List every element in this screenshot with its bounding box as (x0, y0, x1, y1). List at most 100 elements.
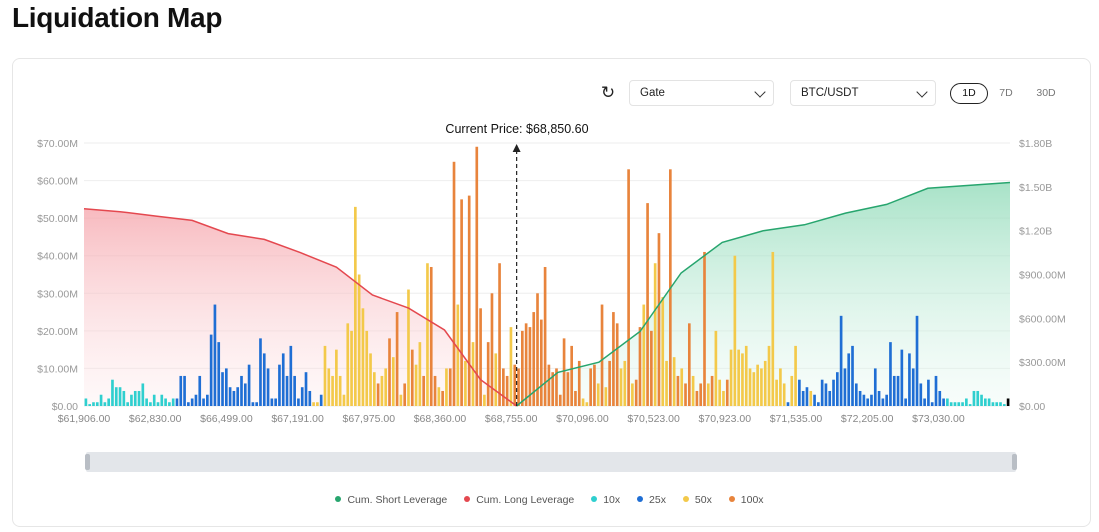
liquidation-bar-25x[interactable] (266, 368, 270, 406)
liquidation-bar-10x[interactable] (122, 390, 126, 406)
liquidation-bar-100x[interactable] (615, 323, 619, 406)
liquidation-bar-50x[interactable] (445, 368, 448, 406)
liquidation-bar-50x[interactable] (414, 364, 418, 406)
liquidation-bar-25x[interactable] (817, 402, 820, 406)
liquidation-bar-25x[interactable] (896, 375, 900, 406)
liquidation-bar-25x[interactable] (854, 383, 858, 406)
liquidation-bar-25x[interactable] (251, 402, 255, 406)
liquidation-bar-25x[interactable] (911, 368, 915, 406)
slider-handle-right[interactable] (1012, 454, 1017, 470)
liquidation-bar-undefined[interactable] (1006, 398, 1010, 406)
liquidation-bar-50x[interactable] (464, 360, 467, 406)
liquidation-bar-50x[interactable] (775, 379, 778, 406)
liquidation-bar-25x[interactable] (278, 364, 281, 406)
liquidation-bar-10x[interactable] (984, 398, 987, 406)
liquidation-bar-50x[interactable] (596, 383, 600, 406)
liquidation-bar-100x[interactable] (577, 360, 581, 406)
liquidation-bar-100x[interactable] (570, 345, 573, 406)
liquidation-bar-10x[interactable] (949, 402, 953, 406)
liquidation-bar-50x[interactable] (426, 263, 429, 406)
liquidation-bar-50x[interactable] (672, 357, 676, 406)
liquidation-bar-25x[interactable] (304, 372, 308, 406)
liquidation-bar-100x[interactable] (593, 364, 596, 406)
liquidation-bar-50x[interactable] (437, 387, 441, 406)
liquidation-bar-50x[interactable] (737, 349, 740, 406)
liquidation-bar-100x[interactable] (612, 312, 615, 406)
liquidation-bar-25x[interactable] (209, 334, 213, 406)
liquidation-bar-10x[interactable] (107, 398, 110, 406)
liquidation-bar-100x[interactable] (490, 293, 494, 406)
liquidation-bar-50x[interactable] (706, 383, 710, 406)
liquidation-bar-50x[interactable] (323, 345, 327, 406)
liquidation-bar-50x[interactable] (316, 402, 319, 406)
liquidation-bar-50x[interactable] (471, 342, 475, 406)
liquidation-bar-50x[interactable] (741, 353, 744, 406)
liquidation-bar-100x[interactable] (502, 368, 505, 406)
liquidation-bar-10x[interactable] (114, 387, 118, 406)
liquidation-bar-25x[interactable] (942, 398, 945, 406)
liquidation-bar-50x[interactable] (365, 330, 369, 406)
liquidation-bar-50x[interactable] (335, 349, 338, 406)
liquidation-bar-25x[interactable] (206, 394, 209, 406)
liquidation-bar-50x[interactable] (733, 255, 737, 406)
liquidation-bar-10x[interactable] (999, 402, 1002, 406)
liquidation-bar-25x[interactable] (281, 353, 285, 406)
legend-10x[interactable]: 10x (591, 494, 620, 506)
liquidation-bar-100x[interactable] (460, 199, 463, 406)
liquidation-bar-25x[interactable] (247, 364, 251, 406)
liquidation-bar-25x[interactable] (873, 368, 877, 406)
liquidation-bar-10x[interactable] (972, 390, 976, 406)
liquidation-bar-50x[interactable] (691, 375, 695, 406)
liquidation-bar-10x[interactable] (164, 398, 167, 406)
liquidation-bar-25x[interactable] (213, 304, 217, 406)
legend-50x[interactable]: 50x (682, 494, 712, 506)
liquidation-bar-50x[interactable] (790, 375, 794, 406)
range-7d-button[interactable]: 7D (999, 87, 1013, 99)
liquidation-bar-25x[interactable] (224, 368, 228, 406)
liquidation-bar-25x[interactable] (798, 379, 801, 406)
liquidation-bar-50x[interactable] (714, 330, 718, 406)
refresh-icon[interactable]: ↻ (600, 83, 616, 102)
liquidation-bar-10x[interactable] (88, 404, 92, 406)
liquidation-bar-25x[interactable] (179, 375, 183, 406)
liquidation-bar-50x[interactable] (327, 368, 331, 406)
liquidation-bar-25x[interactable] (217, 342, 221, 406)
liquidation-bar-50x[interactable] (483, 394, 486, 406)
liquidation-bar-100x[interactable] (403, 383, 407, 406)
zoom-slider[interactable] (85, 452, 1017, 472)
liquidation-bar-50x[interactable] (604, 387, 608, 406)
liquidation-bar-50x[interactable] (418, 342, 422, 406)
liquidation-bar-25x[interactable] (919, 383, 923, 406)
liquidation-bar-25x[interactable] (786, 402, 790, 406)
liquidation-bar-50x[interactable] (760, 368, 763, 406)
liquidation-bar-100x[interactable] (498, 263, 501, 406)
liquidation-bar-100x[interactable] (441, 390, 444, 406)
liquidation-bar-10x[interactable] (1002, 404, 1006, 406)
liquidation-bar-100x[interactable] (539, 319, 543, 406)
liquidation-bar-100x[interactable] (608, 360, 611, 406)
liquidation-bar-10x[interactable] (95, 402, 99, 406)
liquidation-bar-100x[interactable] (486, 342, 490, 406)
liquidation-bar-25x[interactable] (805, 387, 809, 406)
liquidation-bar-10x[interactable] (160, 394, 164, 406)
liquidation-bar-10x[interactable] (84, 398, 88, 406)
liquidation-bar-10x[interactable] (976, 390, 980, 406)
liquidation-bar-25x[interactable] (240, 375, 243, 406)
liquidation-bar-25x[interactable] (202, 398, 205, 406)
liquidation-bar-10x[interactable] (961, 402, 964, 406)
liquidation-bar-25x[interactable] (262, 353, 266, 406)
liquidation-bar-25x[interactable] (938, 390, 942, 406)
liquidation-bar-100x[interactable] (699, 383, 703, 406)
liquidation-bar-50x[interactable] (357, 274, 361, 407)
liquidation-bar-100x[interactable] (388, 338, 391, 406)
liquidation-bar-100x[interactable] (528, 327, 532, 406)
liquidation-bar-10x[interactable] (141, 383, 145, 406)
liquidation-bar-25x[interactable] (885, 394, 888, 406)
liquidation-bar-100x[interactable] (684, 383, 687, 406)
liquidation-bar-25x[interactable] (923, 398, 926, 406)
liquidation-bar-50x[interactable] (771, 251, 775, 406)
liquidation-bar-25x[interactable] (930, 402, 934, 406)
liquidation-bar-100x[interactable] (521, 330, 524, 406)
liquidation-bar-100x[interactable] (376, 383, 380, 406)
slider-handle-left[interactable] (85, 454, 90, 470)
